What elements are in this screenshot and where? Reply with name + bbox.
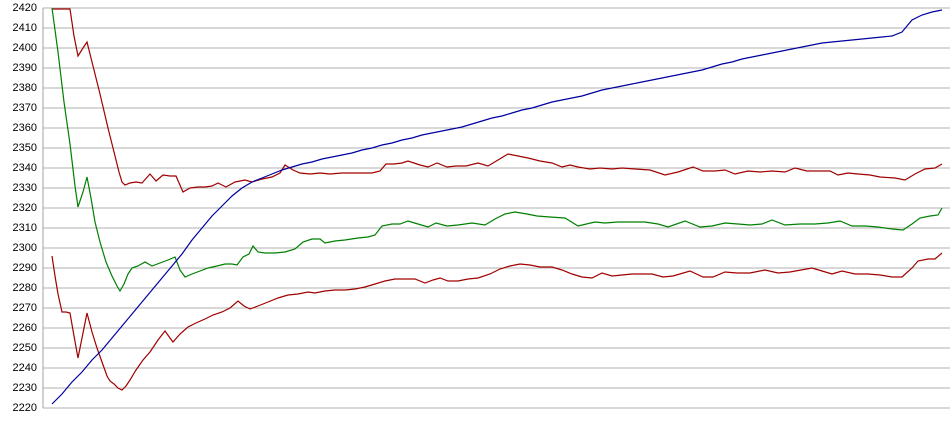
y-axis-tick-label: 2420 (12, 1, 37, 14)
y-axis-tick-label: 2290 (12, 261, 37, 274)
green-middle-series-line (51, 7, 943, 293)
y-axis-tick-label: 2260 (12, 321, 37, 334)
y-axis-tick-label: 2380 (12, 81, 37, 94)
y-axis-tick-label: 2220 (12, 401, 37, 414)
y-axis-tick-label: 2390 (12, 61, 37, 74)
y-axis-tick-label: 2360 (12, 121, 37, 134)
y-axis-tick-label: 2270 (12, 301, 37, 314)
y-axis-tick-label: 2400 (12, 41, 37, 54)
y-axis-tick-label: 2280 (12, 281, 37, 294)
y-axis-tick-label: 2350 (12, 141, 37, 154)
y-axis-tick-label: 2240 (12, 361, 37, 374)
y-axis-tick-label: 2300 (12, 241, 37, 254)
y-axis-tick-label: 2370 (12, 101, 37, 114)
y-axis-tick-label: 2250 (12, 341, 37, 354)
y-axis-tick-label: 2230 (12, 381, 37, 394)
y-axis-tick-label: 2410 (12, 21, 37, 34)
y-axis-tick-label: 2320 (12, 201, 37, 214)
y-axis-tick-label: 2340 (12, 161, 37, 174)
y-axis-tick-label: 2310 (12, 221, 37, 234)
red-lower-series-line (51, 252, 943, 391)
blue-cumulative-series-line (51, 9, 943, 405)
red-upper-series-line (52, 8, 943, 193)
y-axis-tick-label: 2330 (12, 181, 37, 194)
